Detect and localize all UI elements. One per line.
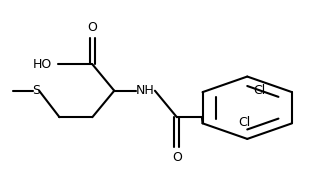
Text: Cl: Cl (254, 84, 266, 97)
Text: O: O (172, 151, 182, 164)
Text: Cl: Cl (238, 116, 250, 129)
Text: S: S (32, 84, 40, 97)
Text: O: O (87, 21, 97, 34)
Text: HO: HO (32, 58, 52, 71)
Text: NH: NH (136, 84, 155, 97)
